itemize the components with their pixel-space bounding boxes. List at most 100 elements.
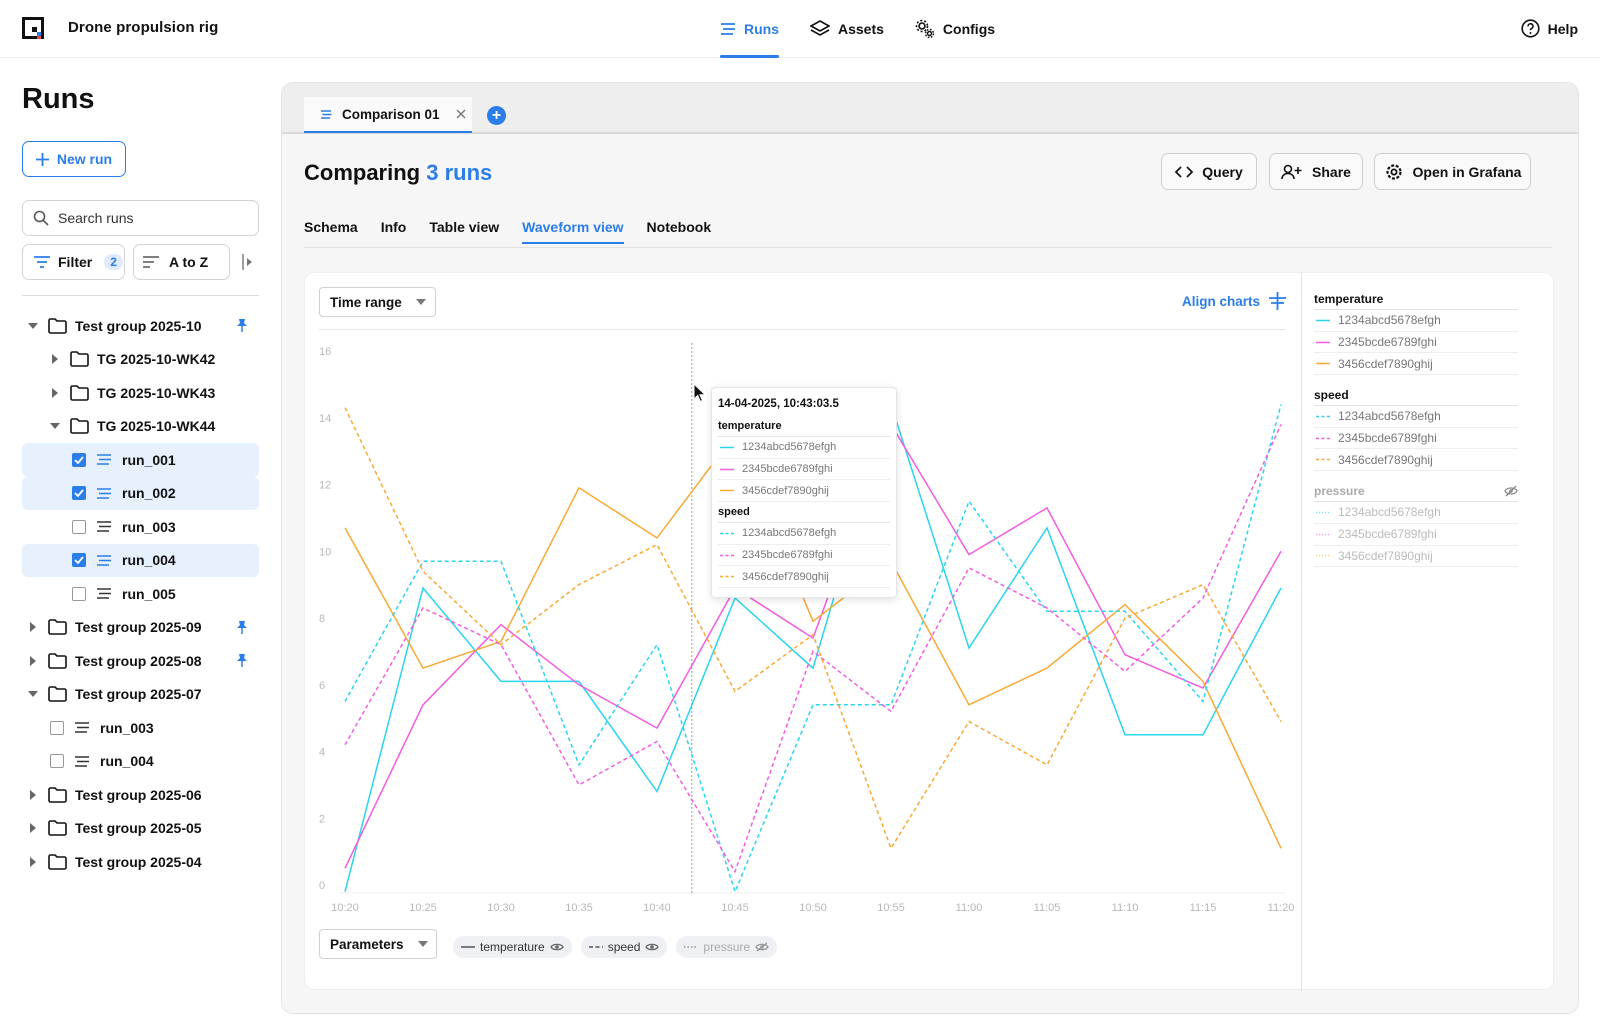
caret-right-icon[interactable] [30,622,36,633]
waveform-chart[interactable]: 0 2 4 6 8 10 12 14 16 10:20 10:25 10:30 10:35 10:40 10… [305,273,1301,923]
caret-right-icon[interactable] [30,789,36,800]
caret[interactable] [28,823,38,834]
align-charts-button[interactable]: Align charts [1182,292,1287,310]
caret-right-icon[interactable] [30,856,36,867]
caret[interactable] [50,387,60,398]
eye-off-icon[interactable] [755,942,769,952]
legend-section-title[interactable]: speed [1314,385,1518,407]
run-checkbox[interactable] [72,553,86,568]
folder-label: Test group 2025-07 [75,686,202,703]
eye-icon[interactable] [549,942,564,952]
query-button[interactable]: Query [1161,153,1257,190]
caret-right-icon[interactable] [52,354,58,365]
caret-right-icon[interactable] [30,655,36,666]
eye-off-icon[interactable] [1504,485,1518,497]
nav-runs[interactable]: Runs [720,0,779,58]
run-checkbox[interactable] [72,452,86,467]
tree-run-item[interactable]: run_003 [22,510,259,544]
tab-info[interactable]: Info [380,219,407,235]
legend-item[interactable]: 3456cdef7890ghij [1314,546,1518,568]
caret-down-icon[interactable] [50,423,60,430]
tree-run-item[interactable]: run_004 [22,745,259,779]
chip-temperature[interactable]: temperature [453,936,572,958]
tree-folder[interactable]: Test group 2025-08 [22,644,259,678]
share-button[interactable]: Share [1269,153,1363,190]
tree-folder[interactable]: Test group 2025-10 [22,309,259,343]
open-grafana-button[interactable]: Open in Grafana [1374,153,1531,190]
tree-folder[interactable]: TG 2025-10-WK42 [22,343,259,377]
search-box[interactable] [22,200,259,236]
legend-section-title[interactable]: temperature [1314,289,1518,310]
caret[interactable] [28,655,38,666]
legend-item[interactable]: 2345bcde6789fghi [1314,332,1518,354]
tab-notebook[interactable]: Notebook [646,219,712,235]
caret-right-icon[interactable] [30,823,36,834]
tree-run-item[interactable]: run_002 [22,476,259,510]
caret[interactable] [50,421,60,431]
legend-item[interactable]: 2345bcde6789fghi [1314,524,1518,546]
legend-item[interactable]: 3456cdef7890ghij [1314,353,1518,376]
legend-item[interactable]: 3456cdef7890ghij [1314,449,1518,472]
pin-icon[interactable] [235,620,249,634]
run-count[interactable]: 3 runs [426,160,493,185]
time-range-select[interactable]: Time range [319,287,436,317]
app-logo-icon[interactable] [22,17,44,39]
caret-right-icon[interactable] [52,387,58,398]
tree-folder[interactable]: Test group 2025-07 [22,678,259,712]
tab-comparison-01[interactable]: Comparison 01 [304,97,472,133]
legend-section-title[interactable]: pressure [1314,481,1518,503]
chip-pressure[interactable]: pressure [676,936,778,958]
caret[interactable] [28,689,38,699]
nav-configs[interactable]: Configs [915,0,995,58]
folder-icon [48,786,67,803]
search-input[interactable] [58,210,238,226]
pin-icon[interactable] [235,318,249,332]
run-checkbox[interactable] [50,754,64,769]
parameter-chips: temperature speed pressure [453,936,778,958]
tab-waveform-view[interactable]: Waveform view [522,219,624,244]
series-swatch-icon [720,532,734,535]
tree-folder[interactable]: TG 2025-10-WK44 [22,410,259,444]
nav-assets[interactable]: Assets [810,0,884,58]
help-button[interactable]: Help [1521,19,1578,38]
close-icon[interactable] [456,109,466,119]
caret[interactable] [28,622,38,633]
tree-folder[interactable]: Test group 2025-09 [22,611,259,645]
caret-down-icon[interactable] [28,322,38,329]
caret[interactable] [50,354,60,365]
collapse-sidebar-icon[interactable] [242,254,256,270]
tree-run-item[interactable]: run_001 [22,443,259,477]
caret-down-icon[interactable] [28,691,38,698]
tree-folder[interactable]: TG 2025-10-WK43 [22,376,259,410]
eye-icon[interactable] [645,942,660,952]
legend-item[interactable]: 1234abcd5678efgh [1314,502,1518,524]
tree-folder[interactable]: Test group 2025-06 [22,778,259,812]
sort-button[interactable]: A to Z [133,244,230,280]
legend-item[interactable]: 2345bcde6789fghi [1314,428,1518,450]
legend-item[interactable]: 1234abcd5678efgh [1314,406,1518,428]
chip-speed[interactable]: speed [580,936,668,958]
tab-schema[interactable]: Schema [304,219,358,235]
caret[interactable] [28,321,38,331]
legend-item[interactable]: 1234abcd5678efgh [1314,310,1518,332]
caret[interactable] [28,789,38,800]
run-checkbox[interactable] [72,519,86,534]
tree-run-item[interactable]: run_005 [22,577,259,611]
tree-folder[interactable]: Test group 2025-05 [22,812,259,846]
tree-folder[interactable]: Test group 2025-04 [22,845,259,879]
tab-table-view[interactable]: Table view [429,219,500,235]
sidebar-title: Runs [22,83,95,115]
run-checkbox[interactable] [72,486,86,501]
series-line-speed-1234abcd5678efgh [344,404,1282,894]
new-run-button[interactable]: New run [22,141,126,177]
pin-icon[interactable] [235,653,249,667]
run-checkbox[interactable] [50,720,64,735]
parameters-select[interactable]: Parameters [319,929,437,959]
filter-button[interactable]: Filter 2 [22,244,125,280]
series-swatch-icon [720,446,734,449]
run-checkbox[interactable] [72,586,86,601]
tree-run-item[interactable]: run_004 [22,543,259,577]
add-tab-icon[interactable]: + [487,106,506,125]
tree-run-item[interactable]: run_003 [22,711,259,745]
caret[interactable] [28,856,38,867]
